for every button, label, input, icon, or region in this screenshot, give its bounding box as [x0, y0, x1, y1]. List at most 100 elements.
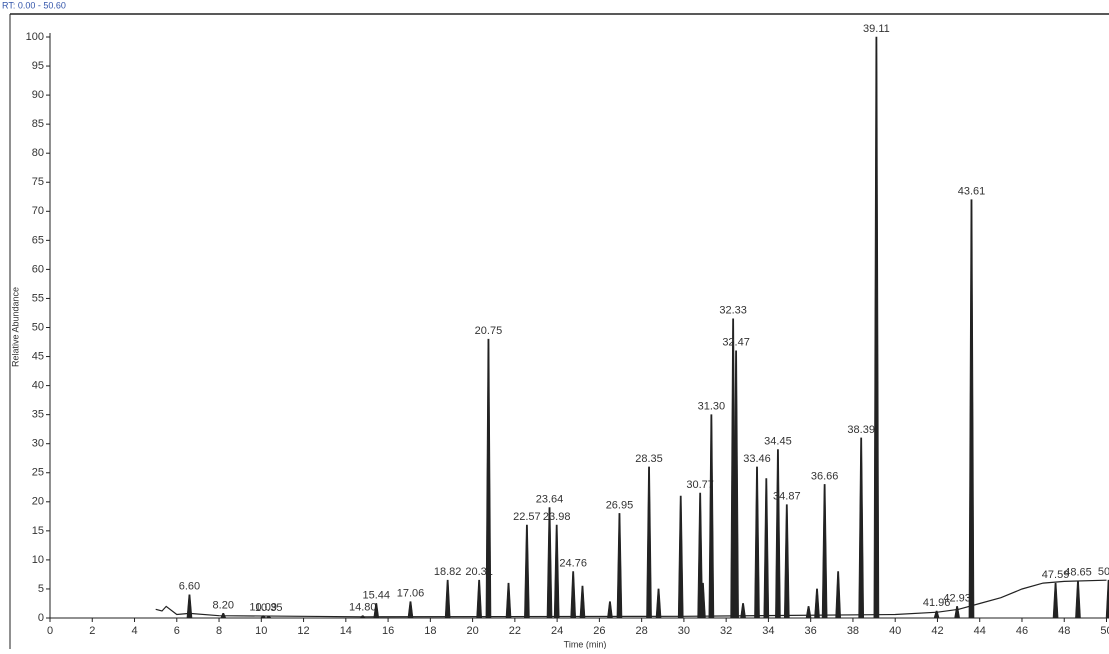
y-tick-label: 95 — [32, 60, 44, 72]
x-tick-label: 18 — [424, 625, 436, 637]
peak-label: 8.20 — [213, 599, 234, 611]
x-tick-label: 20 — [466, 625, 478, 637]
peak — [655, 588, 662, 619]
peak-label: 6.60 — [179, 581, 200, 593]
x-tick-label: 48 — [1058, 625, 1070, 637]
peak-label: 32.47 — [722, 337, 750, 349]
peak-label: 10.09 — [249, 602, 277, 614]
peak — [546, 507, 553, 619]
peak — [733, 350, 739, 619]
peak-label: 28.35 — [635, 453, 663, 465]
peak-label: 31.30 — [698, 401, 726, 413]
peak — [1075, 580, 1081, 619]
x-tick-label: 24 — [551, 625, 563, 637]
y-tick-label: 10 — [32, 554, 44, 566]
peak — [1105, 579, 1109, 619]
peak-label: 32.33 — [719, 305, 747, 317]
peak — [677, 495, 684, 619]
x-tick-label: 38 — [847, 625, 859, 637]
x-tick-label: 26 — [593, 625, 605, 637]
peak — [265, 615, 273, 619]
peak-label: 20.75 — [475, 325, 503, 337]
y-tick-label: 80 — [32, 147, 44, 159]
y-tick-label: 60 — [32, 263, 44, 275]
x-tick-label: 34 — [762, 625, 774, 637]
x-tick-label: 16 — [382, 625, 394, 637]
y-tick-label: 0 — [38, 612, 44, 624]
peak-label: 14.80 — [349, 602, 377, 614]
peak — [607, 601, 613, 619]
peak — [505, 582, 512, 619]
peak — [186, 594, 193, 619]
peak — [763, 478, 770, 619]
peak — [476, 579, 483, 619]
peak-label: 17.06 — [397, 588, 425, 600]
peak-label: 10.35 — [255, 602, 283, 614]
peak — [700, 582, 706, 619]
x-tick-label: 32 — [720, 625, 732, 637]
x-tick-label: 36 — [805, 625, 817, 637]
peak — [260, 615, 267, 619]
x-axis-label: Time (min) — [564, 639, 607, 649]
x-tick-label: 14 — [340, 625, 352, 637]
y-tick-label: 30 — [32, 438, 44, 450]
y-axis-label: Relative Abundance — [10, 287, 20, 367]
peak-label: 30.77 — [686, 479, 714, 491]
peak — [708, 414, 715, 619]
peak — [579, 585, 586, 619]
peak — [968, 199, 975, 619]
peak — [835, 571, 841, 619]
peak — [821, 484, 828, 619]
y-tick-label: 90 — [32, 89, 44, 101]
peak — [553, 524, 560, 619]
y-tick-label: 45 — [32, 350, 44, 362]
peak-label: 48.65 — [1064, 567, 1092, 579]
y-tick-label: 50 — [32, 321, 44, 333]
x-tick-label: 0 — [47, 625, 53, 637]
x-tick-label: 46 — [1016, 625, 1028, 637]
peak-label: 43.61 — [958, 186, 986, 198]
peak-label: 34.45 — [764, 435, 792, 447]
peak — [616, 513, 623, 619]
peak — [775, 449, 781, 619]
peak-label: 23.64 — [536, 494, 564, 506]
peak-label: 18.82 — [434, 566, 462, 578]
y-tick-label: 100 — [26, 31, 44, 43]
x-tick-label: 44 — [974, 625, 986, 637]
peak — [933, 610, 940, 619]
peak-label: 33.46 — [743, 453, 771, 465]
peak — [783, 504, 790, 619]
y-tick-label: 25 — [32, 467, 44, 479]
peak — [373, 603, 380, 619]
peak — [740, 603, 746, 619]
peak — [220, 613, 227, 619]
peak-label: 39.11 — [863, 23, 890, 35]
peak-label: 38.39 — [847, 424, 875, 436]
x-tick-label: 8 — [216, 625, 222, 637]
x-tick-label: 2 — [89, 625, 95, 637]
x-tick-label: 40 — [889, 625, 901, 637]
peak — [754, 466, 760, 619]
x-tick-label: 30 — [678, 625, 690, 637]
x-tick-label: 6 — [174, 625, 180, 637]
peak — [814, 588, 820, 619]
peak — [1052, 582, 1059, 619]
peak-label: 15.44 — [362, 589, 390, 601]
peak — [524, 524, 530, 619]
x-tick-label: 4 — [131, 625, 137, 637]
peak-label: 24.76 — [559, 557, 587, 569]
peak-label: 36.66 — [811, 470, 839, 482]
peak-label: 41.96 — [923, 597, 951, 609]
peak-label: 22.57 — [513, 511, 541, 523]
peak — [570, 571, 577, 619]
y-tick-label: 55 — [32, 292, 44, 304]
peak-label: 34.87 — [773, 491, 801, 503]
peak — [444, 579, 451, 619]
y-tick-label: 85 — [32, 118, 44, 130]
x-tick-label: 42 — [931, 625, 943, 637]
y-tick-label: 40 — [32, 380, 44, 392]
x-tick-label: 12 — [297, 625, 309, 637]
x-tick-label: 28 — [636, 625, 648, 637]
y-tick-label: 70 — [32, 205, 44, 217]
